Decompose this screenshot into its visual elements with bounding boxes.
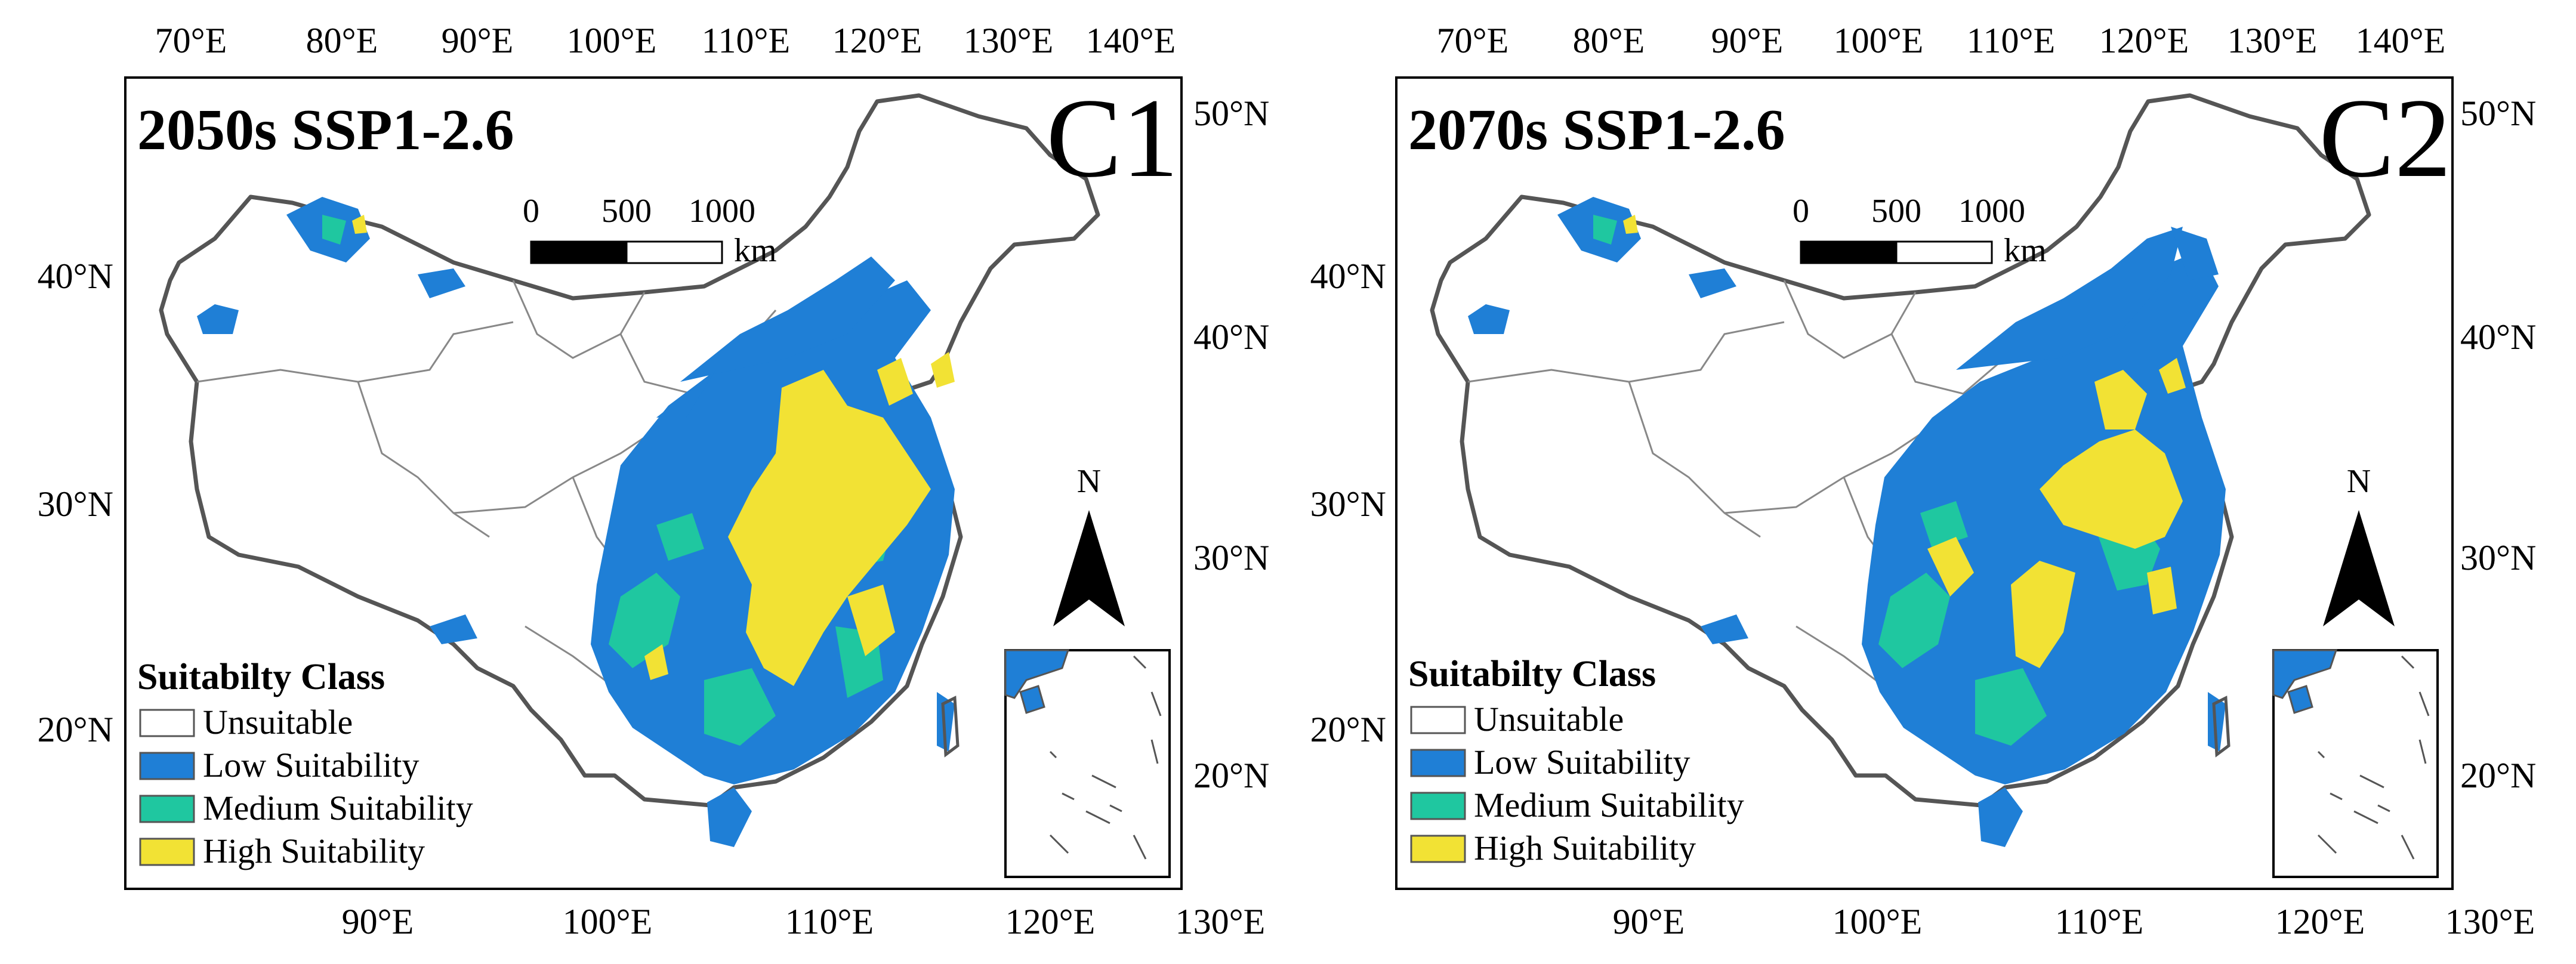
lon-label-top: 110°E	[702, 21, 790, 60]
scale-bar-dark	[1800, 240, 1898, 264]
scale-unit: km	[734, 232, 777, 269]
legend-swatch-high	[139, 838, 195, 866]
legend-swatch-low	[139, 752, 195, 780]
lon-label-bottom: 130°E	[1176, 902, 1266, 941]
lat-label-right: 50°N	[1193, 94, 1269, 133]
scale-tick: 500	[601, 193, 652, 230]
map-panel-c1: 70°E 80°E 90°E 100°E 110°E 120°E 130°E 1…	[38, 21, 1270, 941]
lat-label-left: 40°N	[38, 257, 113, 296]
lon-label-top: 120°E	[2099, 21, 2189, 60]
legend: Suitabilty Class Unsuitable Low Suitabil…	[1408, 654, 1744, 867]
lon-label-top: 80°E	[306, 21, 378, 60]
legend-label: Low Suitability	[1474, 743, 1690, 781]
lat-label-right: 50°N	[2460, 94, 2536, 133]
lon-label-bottom: 100°E	[1832, 902, 1923, 941]
lon-label-top: 100°E	[567, 21, 657, 60]
scale-bar-light	[625, 240, 723, 264]
scale-bar-dark	[530, 240, 628, 264]
lat-label-left: 30°N	[38, 484, 113, 524]
legend-title: Suitabilty Class	[137, 657, 385, 697]
lon-label-top: 90°E	[442, 21, 514, 60]
legend-label: Low Suitability	[203, 746, 419, 784]
lon-label-top: 100°E	[1834, 21, 1924, 60]
lon-label-bottom: 120°E	[2275, 902, 2365, 941]
legend: Suitabilty Class Unsuitable Low Suitabil…	[137, 657, 473, 870]
scale-tick: 0	[1793, 193, 1809, 230]
north-label: N	[2347, 463, 2371, 500]
lon-label-bottom: 110°E	[2055, 902, 2143, 941]
lat-label-right: 20°N	[2460, 756, 2536, 795]
lon-label-top: 120°E	[832, 21, 923, 60]
lon-label-top: 130°E	[964, 21, 1054, 60]
lon-label-top: 110°E	[1967, 21, 2055, 60]
lon-label-bottom: 110°E	[785, 902, 874, 941]
map-figure-c2: 70°E 80°E 90°E 100°E 110°E 120°E 130°E 1…	[1310, 21, 2537, 941]
lat-label-right: 40°N	[1193, 317, 1269, 357]
legend-swatch-medium	[1410, 792, 1466, 820]
legend-title: Suitabilty Class	[1408, 654, 1656, 694]
lon-label-bottom: 90°E	[342, 902, 414, 941]
north-arrow-icon	[1053, 510, 1125, 626]
legend-swatch-high	[1410, 835, 1466, 863]
lon-label-top: 70°E	[155, 21, 227, 60]
legend-label: Medium Suitability	[203, 789, 473, 827]
lon-label-bottom: 120°E	[1005, 902, 1096, 941]
lat-label-left: 20°N	[1310, 710, 1386, 749]
legend-label: Unsuitable	[203, 703, 353, 741]
scale-unit: km	[2004, 232, 2047, 269]
legend-label: High Suitability	[1474, 829, 1696, 867]
lat-label-left: 30°N	[1310, 484, 1386, 524]
map-panel-c2: 70°E 80°E 90°E 100°E 110°E 120°E 130°E 1…	[1288, 0, 2576, 964]
scale-bar: 0 500 1000 km	[1793, 193, 2047, 269]
inset-map	[1004, 649, 1171, 878]
lon-label-top: 90°E	[1711, 21, 1784, 60]
lon-label-bottom: 130°E	[2445, 902, 2535, 941]
north-arrow: N	[1053, 463, 1125, 626]
map-figure-c1: 70°E 80°E 90°E 100°E 110°E 120°E 130°E 1…	[38, 21, 1270, 941]
scale-tick: 1000	[689, 193, 755, 230]
scale-bar-light	[1895, 240, 1993, 264]
scale-tick: 0	[523, 193, 539, 230]
panel-label: C2	[2319, 76, 2451, 201]
lon-label-top: 130°E	[2228, 21, 2318, 60]
lon-label-top: 70°E	[1437, 21, 1509, 60]
legend-swatch-unsuitable	[1410, 706, 1466, 734]
scale-tick: 1000	[1958, 193, 2025, 230]
lat-label-left: 40°N	[1310, 257, 1386, 296]
suitability-high	[352, 215, 955, 686]
panel-label: C1	[1046, 76, 1179, 201]
legend-label: Medium Suitability	[1474, 786, 1744, 824]
lon-label-top: 140°E	[2356, 21, 2446, 60]
legend-swatch-unsuitable	[139, 709, 195, 737]
legend-label: High Suitability	[203, 832, 425, 870]
legend-label: Unsuitable	[1474, 700, 1624, 739]
north-arrow-icon	[2323, 510, 2395, 626]
panel-title: 2070s SSP1-2.6	[1408, 98, 1785, 162]
legend-swatch-medium	[139, 795, 195, 823]
scale-bar: 0 500 1000 km	[523, 193, 777, 269]
scale-tick: 500	[1871, 193, 1921, 230]
panel-title: 2050s SSP1-2.6	[137, 98, 514, 162]
lat-label-left: 20°N	[38, 710, 113, 749]
taiwan-outline	[941, 696, 960, 758]
lon-label-top: 80°E	[1573, 21, 1645, 60]
lat-label-right: 40°N	[2460, 317, 2536, 357]
lon-label-bottom: 90°E	[1613, 902, 1685, 941]
north-arrow: N	[2323, 463, 2395, 626]
lat-label-right: 20°N	[1193, 756, 1269, 795]
lat-label-right: 30°N	[1193, 538, 1269, 577]
taiwan-outline	[2212, 696, 2231, 758]
lon-label-bottom: 100°E	[563, 902, 653, 941]
legend-swatch-low	[1410, 749, 1466, 777]
inset-map	[2272, 649, 2439, 878]
suitability-high	[1623, 215, 2186, 668]
lon-label-top: 140°E	[1086, 21, 1176, 60]
lat-label-right: 30°N	[2460, 538, 2536, 577]
north-label: N	[1077, 463, 1101, 500]
